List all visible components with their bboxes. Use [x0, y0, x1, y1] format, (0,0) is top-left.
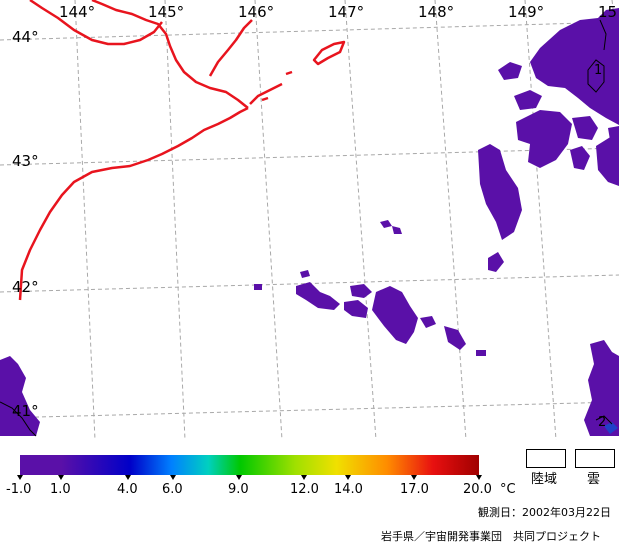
colorbar-tick-1: 1.0 — [50, 482, 71, 497]
colorbar-tick-3: 6.0 — [162, 482, 183, 497]
lon-label-149: 149° — [508, 3, 545, 21]
colorbar-tick-0: -1.0 — [6, 482, 32, 497]
warm-speck — [604, 422, 618, 434]
contour-label-2: 2 — [598, 415, 607, 430]
lat-label-41: 41° — [12, 402, 39, 420]
land-legend-swatch — [526, 449, 566, 468]
colorbar-tick-4: 9.0 — [228, 482, 249, 497]
lat-label-42: 42° — [12, 278, 39, 296]
colorbar-tick-7: 17.0 — [400, 482, 429, 497]
lon-label-144: 144° — [59, 3, 96, 21]
cloud-legend-swatch — [575, 449, 615, 468]
lat-label-44: 44° — [12, 28, 39, 46]
colorbar-tick-6: 14.0 — [334, 482, 363, 497]
lon-label-147: 147° — [328, 3, 365, 21]
colorbar-tick-2: 4.0 — [117, 482, 138, 497]
lon-label-148: 148° — [418, 3, 455, 21]
contours — [0, 19, 613, 437]
cloud-legend-label: 雲 — [587, 472, 601, 487]
lon-label-145: 145° — [148, 3, 185, 21]
colorbar-tick-5: 12.0 — [290, 482, 319, 497]
observation-date: 観測日：2002年03月22日 — [478, 506, 611, 519]
sst-patches — [0, 8, 619, 436]
colorbar — [17, 455, 482, 480]
lon-label-146: 146° — [238, 3, 275, 21]
lat-label-43: 43° — [12, 152, 39, 170]
lon-label-150: 15 — [598, 3, 618, 21]
sst-map — [0, 0, 619, 440]
coastline — [18, 0, 346, 301]
colorbar-unit: °C — [500, 482, 516, 497]
credit-line: 岩手県／宇宙開発事業団 共同プロジェクト — [381, 530, 601, 543]
land-legend-label: 陸域 — [531, 472, 558, 487]
colorbar-tick-8: 20.0 — [463, 482, 492, 497]
contour-label-1: 1 — [594, 63, 603, 78]
